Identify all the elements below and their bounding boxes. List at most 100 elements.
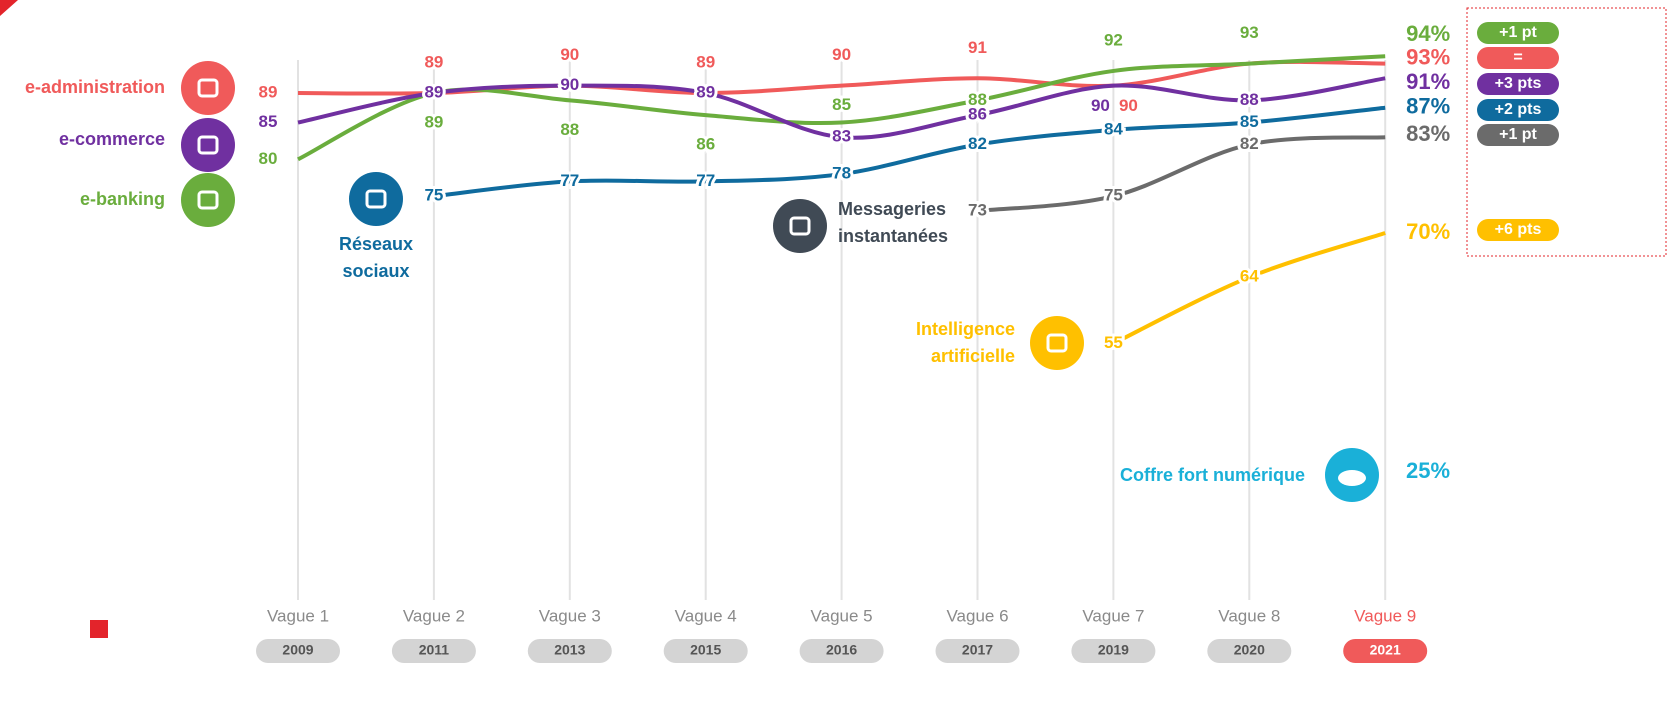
x-tick-label: Vague 3 — [539, 606, 601, 625]
series-line — [977, 135, 1386, 213]
value-label: 93 — [1240, 23, 1259, 42]
icon-glyph — [197, 78, 219, 98]
change-badge — [1477, 22, 1559, 44]
year-label: 2021 — [1370, 642, 1401, 658]
x-tick-label: Vague 2 — [403, 606, 465, 625]
change-label: +1 pt — [1499, 24, 1537, 41]
value-label: 80 — [259, 149, 278, 168]
series-name: e-administration — [24, 77, 165, 97]
x-tick-label: Vague 1 — [267, 606, 329, 625]
value-label: 85 — [259, 112, 278, 131]
value-label: 86 — [968, 105, 987, 124]
value-label: 85 — [1240, 112, 1259, 131]
value-label: 77 — [696, 171, 715, 190]
change-badge — [1477, 99, 1559, 121]
year-pill — [1343, 639, 1428, 663]
x-tick-label: Vague 5 — [811, 606, 873, 625]
change-label: +2 pts — [1495, 101, 1542, 118]
icon — [181, 61, 235, 115]
icon-glyph — [365, 189, 387, 209]
series-name: Réseaux sociaux — [338, 234, 414, 281]
x-tick-label: Vague 4 — [675, 606, 737, 625]
year-label: 2016 — [826, 642, 857, 658]
year-pill — [1207, 639, 1292, 663]
change-box — [1466, 7, 1667, 257]
series-name: Messageries instantanées — [838, 199, 949, 246]
icon — [181, 173, 235, 227]
series-line — [433, 105, 1386, 199]
change-label: +1 pt — [1499, 126, 1537, 143]
value-label: 90 — [560, 75, 579, 94]
x-tick-label: Vague 8 — [1218, 606, 1280, 625]
change-label: = — [1513, 49, 1522, 66]
series-line — [1112, 231, 1386, 346]
value-label: 94% — [1406, 21, 1450, 46]
annotation-value: 25% — [1406, 458, 1450, 483]
value-label: 55 — [1104, 333, 1123, 352]
value-label: 92 — [1104, 30, 1123, 49]
value-label: 91% — [1406, 69, 1450, 94]
lines — [297, 54, 1386, 346]
annotation: Coffre fort numérique — [1119, 465, 1305, 485]
series-name: Intelligence artificielle — [915, 319, 1015, 366]
icon-glyph — [1046, 333, 1068, 353]
change-badge — [1477, 47, 1559, 69]
x-tick-label: Vague 7 — [1082, 606, 1144, 625]
year-label: 2015 — [690, 642, 721, 658]
value-label: 85 — [832, 95, 851, 114]
value-label: 91 — [968, 38, 987, 57]
value-label: 89 — [424, 53, 443, 72]
x-tick-label: Vague 9 — [1354, 606, 1416, 625]
year-pill — [256, 639, 340, 663]
value-label: 88 — [1240, 90, 1259, 109]
change-label: +3 pts — [1495, 75, 1542, 92]
icon — [349, 172, 403, 226]
year-label: 2019 — [1098, 642, 1129, 658]
x-tick-label: Vague 6 — [946, 606, 1008, 625]
value-label: 88 — [968, 90, 987, 109]
year-pill — [391, 639, 476, 663]
icon — [773, 199, 827, 253]
value-label: 75 — [424, 186, 443, 205]
year-label: 2009 — [282, 642, 313, 658]
year-pill — [663, 639, 748, 663]
value-label: 93% — [1406, 44, 1450, 69]
value-label: 90 — [1119, 96, 1138, 115]
change-badge — [1477, 124, 1559, 146]
series-name: e-commerce — [58, 129, 165, 149]
value-label: 90 — [560, 45, 579, 64]
value-label: 64 — [1240, 267, 1259, 286]
value-label: 70% — [1406, 219, 1450, 244]
value-label: 77 — [560, 171, 579, 190]
change-badge — [1477, 73, 1559, 95]
icon-glyph — [789, 216, 811, 236]
value-label: 89 — [696, 83, 715, 102]
value-label: 87% — [1406, 94, 1450, 119]
year-pill — [935, 639, 1020, 663]
value-label: 89 — [424, 113, 443, 132]
value-label: 75 — [1104, 186, 1123, 205]
value-label: 86 — [696, 135, 715, 154]
year-label: 2020 — [1234, 642, 1265, 658]
icon — [181, 118, 235, 172]
value-label: 89 — [424, 83, 443, 102]
series-name: e-banking — [79, 189, 165, 209]
value-label: 82 — [968, 134, 987, 153]
value-label: 83% — [1406, 121, 1450, 146]
year-pill — [527, 639, 612, 663]
corner — [0, 0, 18, 16]
value-label: 83 — [832, 127, 851, 146]
icon-glyph — [197, 190, 219, 210]
value-label: 90 — [832, 45, 851, 64]
value-label: 78 — [832, 164, 851, 183]
year-label: 2013 — [554, 642, 585, 658]
year-pill — [1071, 639, 1156, 663]
value-label: 90 — [1091, 96, 1110, 115]
change-badge — [1477, 219, 1559, 241]
value-label: 82 — [1240, 134, 1259, 153]
value-label: 88 — [560, 120, 579, 139]
year-pill — [799, 639, 884, 663]
